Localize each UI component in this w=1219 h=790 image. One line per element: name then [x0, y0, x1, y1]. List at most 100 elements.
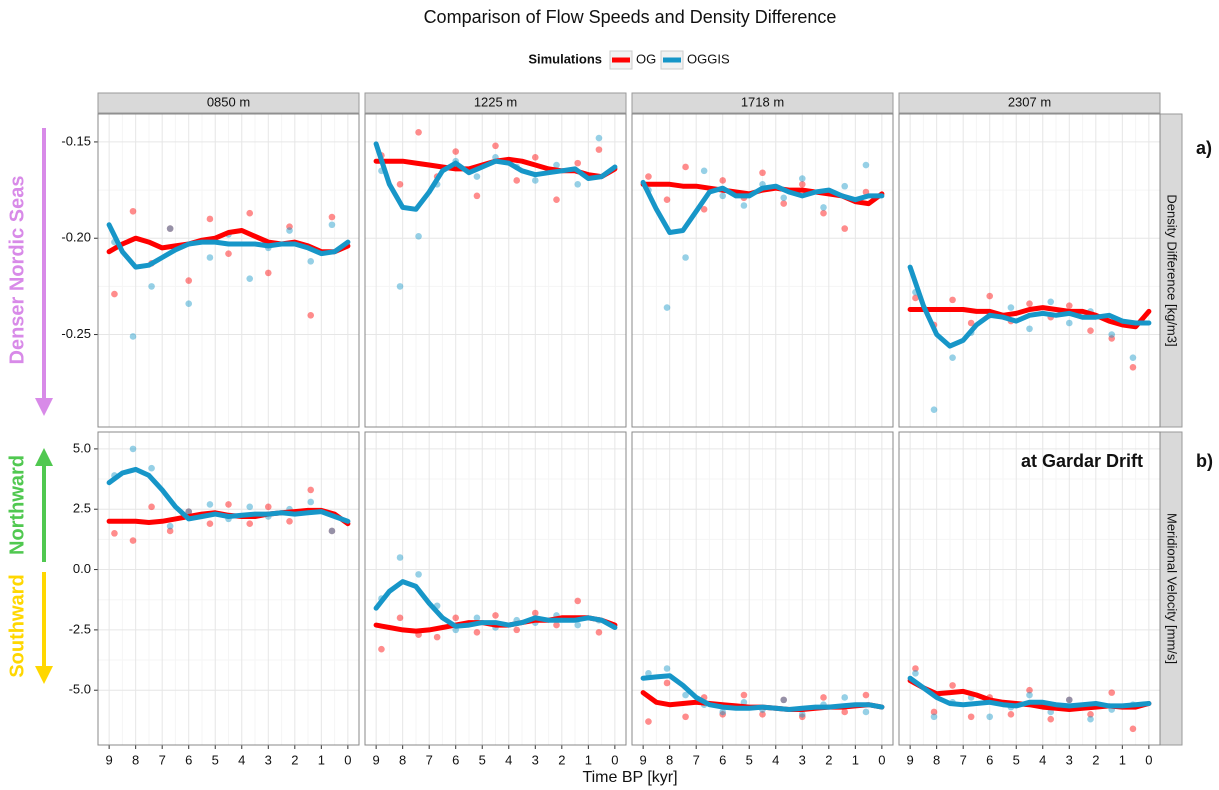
x-tick-label: 9: [373, 752, 380, 767]
smooth-line: [907, 675, 1152, 709]
x-tick-label: 7: [426, 752, 433, 767]
scatter-point: [912, 665, 919, 672]
x-tick-label: 5: [479, 752, 486, 767]
x-tick-label: 1: [318, 752, 325, 767]
x-tick-label: 6: [986, 752, 993, 767]
x-tick-label: 6: [719, 752, 726, 767]
smooth-line: [106, 222, 351, 270]
scatter-point: [595, 134, 603, 142]
x-tick-label: 0: [344, 752, 351, 767]
scatter-point: [246, 275, 254, 282]
scatter-point: [930, 713, 938, 721]
x-tick-label: 6: [185, 752, 192, 767]
scatter-point: [513, 177, 521, 184]
scatter-point: [185, 277, 193, 284]
scatter-point: [719, 177, 727, 184]
scatter-point: [148, 503, 155, 511]
scatter-point: [328, 527, 336, 535]
scatter-point: [246, 520, 254, 528]
scatter-point: [1129, 354, 1137, 361]
scatter-point: [663, 304, 671, 311]
scatter-point: [820, 204, 827, 211]
scatter-point: [129, 537, 137, 544]
scatter-point: [967, 319, 975, 327]
scatter-point: [912, 294, 919, 302]
scatter-point: [1108, 331, 1116, 338]
scatter-point: [452, 148, 460, 155]
scatter-point: [986, 292, 994, 300]
scatter-point: [452, 614, 460, 622]
x-tick-label: 5: [746, 752, 753, 767]
strip-label: Meridional Velocity [mm/s]: [1165, 513, 1180, 664]
scatter-point: [862, 708, 870, 716]
x-tick-label: 2: [825, 752, 832, 767]
scatter-point: [148, 283, 155, 290]
scatter-point: [663, 679, 671, 687]
y-tick-label: -0.25: [61, 326, 91, 341]
x-tick-label: 4: [772, 752, 779, 767]
scatter-point: [492, 142, 499, 150]
scatter-point: [1007, 304, 1015, 311]
scatter-point: [415, 233, 422, 240]
x-tick-label: 6: [452, 752, 459, 767]
scatter-point: [148, 464, 155, 472]
annotation: at Gardar Drift: [1021, 451, 1143, 471]
scatter-point: [396, 554, 404, 561]
scatter-point: [841, 225, 849, 232]
scatter-point: [1026, 686, 1033, 694]
legend-label: OG: [636, 51, 656, 66]
scatter-point: [798, 175, 806, 182]
scatter-point: [740, 202, 748, 209]
x-tick-label: 3: [799, 752, 806, 767]
x-tick-label: 4: [1039, 752, 1046, 767]
scatter-point: [328, 527, 336, 535]
scatter-point: [682, 691, 689, 699]
scatter-point: [111, 290, 118, 298]
strip-label: 1718 m: [741, 94, 784, 109]
panel-border: [898, 113, 1161, 428]
scatter-point: [1047, 715, 1055, 723]
x-tick-label: 0: [611, 752, 618, 767]
scatter-point: [1007, 711, 1015, 718]
x-tick-label: 4: [238, 752, 245, 767]
scatter-point: [307, 498, 315, 506]
scatter-point: [307, 258, 315, 265]
x-tick-label: 0: [1145, 752, 1152, 767]
strip: [97, 92, 360, 114]
scatter-point: [328, 213, 336, 221]
scatter-point: [246, 209, 254, 217]
side-label: Northward: [6, 455, 28, 555]
scatter-point: [574, 181, 582, 188]
scatter-point: [719, 708, 727, 716]
scatter-point: [798, 713, 806, 721]
scatter-point: [930, 708, 938, 716]
scatter-point: [949, 296, 956, 304]
panel-border: [364, 431, 627, 746]
scatter-point: [574, 597, 582, 605]
scatter-point: [1047, 298, 1055, 306]
scatter-point: [1065, 319, 1073, 327]
scatter-point: [206, 215, 214, 223]
scatter-point: [553, 196, 560, 204]
scatter-point: [286, 223, 293, 230]
scatter-point: [185, 300, 193, 308]
scatter-point: [166, 522, 174, 530]
scatter-point: [967, 713, 975, 721]
smooth-line: [373, 579, 618, 630]
strip-label: 1225 m: [474, 94, 517, 109]
scatter-point: [1087, 715, 1094, 723]
scatter-point: [986, 713, 994, 721]
scatter-point: [206, 501, 214, 508]
scatter-point: [1108, 689, 1116, 696]
scatter-point: [1065, 696, 1073, 704]
strip: [898, 92, 1161, 114]
scatter-point: [645, 718, 652, 725]
scatter-point: [798, 711, 806, 718]
y-tick-label: 0.0: [73, 561, 91, 576]
scatter-point: [780, 194, 788, 202]
x-tick-label: 4: [505, 752, 512, 767]
scatter-point: [129, 333, 137, 340]
scatter-point: [798, 181, 806, 188]
scatter-point: [1087, 327, 1094, 334]
